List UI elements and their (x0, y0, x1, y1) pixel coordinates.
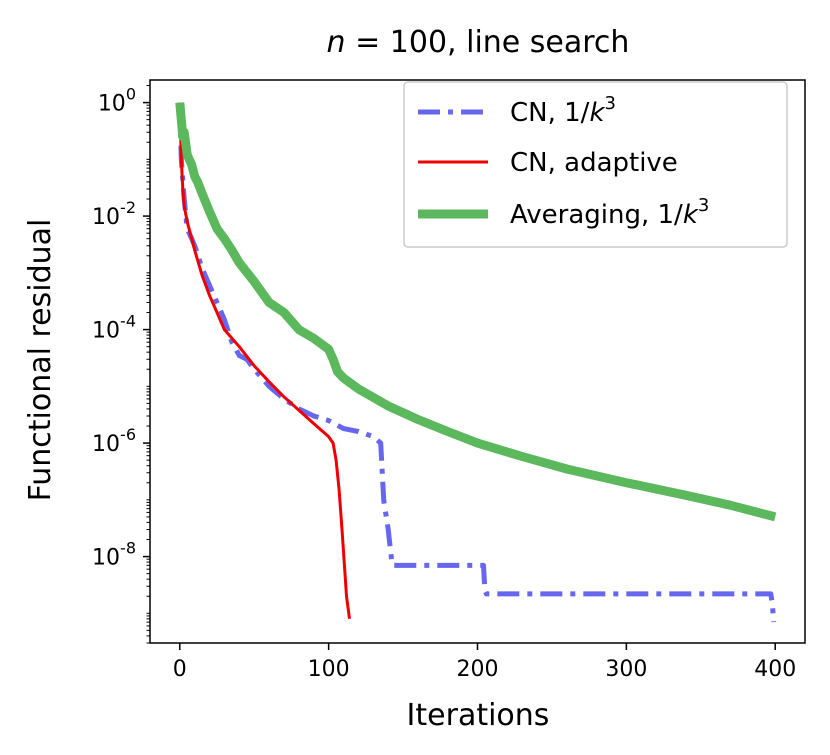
y-tick-label: 10-6 (92, 425, 136, 457)
x-tick-label: 300 (605, 657, 647, 682)
x-tick-label: 100 (308, 657, 350, 682)
y-tick-exponent: -2 (120, 198, 136, 217)
x-tick-label: 200 (457, 657, 499, 682)
x-axis-label: Iterations (407, 698, 550, 733)
legend-label-exponent: 3 (698, 195, 709, 216)
chart-title: n = 100, line search (327, 25, 630, 60)
y-tick-exponent: -8 (120, 539, 136, 558)
y-tick-exponent: -4 (120, 312, 136, 331)
legend-box (403, 81, 788, 248)
series-line-2 (175, 102, 777, 522)
y-tick-label: 10-8 (92, 539, 136, 571)
y-tick-base: 10 (92, 546, 120, 571)
legend-label-text: CN, adaptive (510, 148, 678, 178)
plot-lines (175, 102, 777, 623)
x-tick-label: 0 (173, 657, 187, 682)
y-tick-label: 100 (98, 85, 136, 117)
y-tick-base: 10 (92, 432, 120, 457)
legend-label-exponent: 3 (605, 93, 616, 114)
x-ticks: 0 100 200 300 400 (173, 643, 796, 682)
legend-label-variable: k (683, 200, 699, 230)
y-axis-label: Functional residual (23, 219, 58, 502)
title-variable: n (327, 25, 346, 60)
legend-label-1: CN, adaptive (510, 148, 678, 178)
y-tick-exponent: -6 (120, 425, 136, 444)
y-tick-base: 10 (92, 319, 120, 344)
y-tick-label: 10-2 (92, 198, 136, 230)
legend-label-2: Averaging, 1/k3 (510, 195, 709, 230)
legend-label-text: CN, 1/ (510, 98, 590, 128)
series-line-1 (178, 102, 351, 619)
y-tick-base: 10 (92, 205, 120, 230)
y-tick-base: 10 (98, 92, 126, 117)
y-tick-exponent: 0 (126, 85, 136, 104)
y-tick-label: 10-4 (92, 312, 136, 344)
x-tick-label: 400 (754, 657, 796, 682)
series-line-0 (177, 102, 777, 623)
legend-label-text: Averaging, 1/ (510, 200, 683, 230)
legend-label-0: CN, 1/k3 (510, 93, 616, 128)
legend-label-variable: k (589, 98, 605, 128)
title-text: = 100, line search (346, 25, 630, 60)
